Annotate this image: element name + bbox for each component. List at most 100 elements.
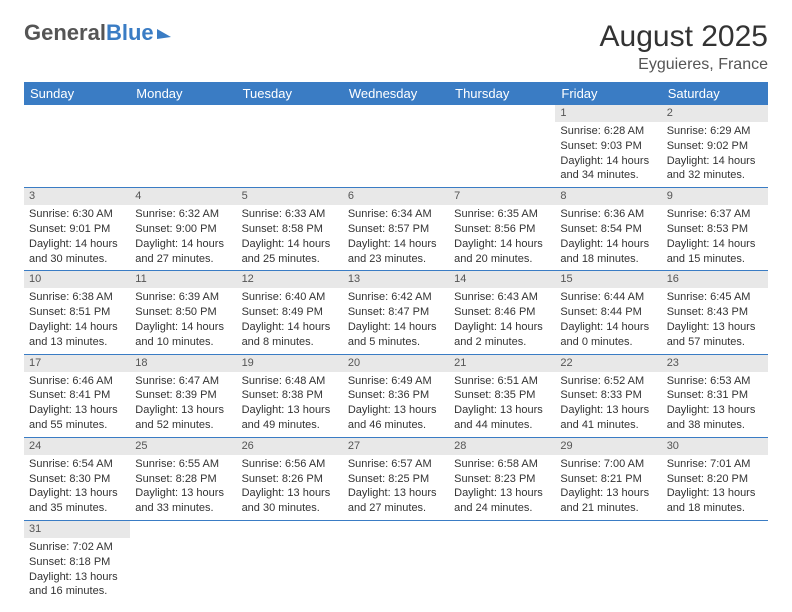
calendar-cell: 17Sunrise: 6:46 AMSunset: 8:41 PMDayligh… [24,354,130,437]
sunrise-text: Sunrise: 6:32 AM [135,207,231,222]
calendar-cell [343,105,449,188]
daylight-text: and 27 minutes. [348,501,444,516]
col-sunday: Sunday [24,82,130,105]
day-number: 2 [662,105,768,122]
calendar-week-row: 1Sunrise: 6:28 AMSunset: 9:03 PMDaylight… [24,105,768,188]
page-title: August 2025 [600,20,768,54]
day-number: 17 [24,355,130,372]
sunrise-text: Sunrise: 6:52 AM [560,374,656,389]
day-number: 21 [449,355,555,372]
sunrise-text: Sunrise: 6:54 AM [29,457,125,472]
day-number: 7 [449,188,555,205]
daylight-text: Daylight: 13 hours [29,486,125,501]
daylight-text: Daylight: 14 hours [348,320,444,335]
calendar-cell [130,105,236,188]
calendar-cell [555,521,661,604]
calendar-table: Sunday Monday Tuesday Wednesday Thursday… [24,82,768,603]
daylight-text: Daylight: 13 hours [667,320,763,335]
day-number: 19 [237,355,343,372]
sunset-text: Sunset: 8:21 PM [560,472,656,487]
day-number: 10 [24,271,130,288]
sunrise-text: Sunrise: 6:37 AM [667,207,763,222]
sunset-text: Sunset: 8:50 PM [135,305,231,320]
sunrise-text: Sunrise: 7:02 AM [29,540,125,555]
sunrise-text: Sunrise: 6:44 AM [560,290,656,305]
daylight-text: and 33 minutes. [135,501,231,516]
daylight-text: Daylight: 13 hours [29,403,125,418]
sunrise-text: Sunrise: 7:01 AM [667,457,763,472]
sunrise-text: Sunrise: 6:35 AM [454,207,550,222]
sunrise-text: Sunrise: 6:43 AM [454,290,550,305]
sunrise-text: Sunrise: 6:34 AM [348,207,444,222]
sunset-text: Sunset: 8:31 PM [667,388,763,403]
daylight-text: and 44 minutes. [454,418,550,433]
calendar-cell: 2Sunrise: 6:29 AMSunset: 9:02 PMDaylight… [662,105,768,188]
calendar-week-row: 3Sunrise: 6:30 AMSunset: 9:01 PMDaylight… [24,188,768,271]
sunset-text: Sunset: 8:28 PM [135,472,231,487]
day-number: 29 [555,438,661,455]
daylight-text: and 0 minutes. [560,335,656,350]
calendar-cell: 14 Sunrise: 6:43 AMSunset: 8:46 PMDayligh… [449,271,555,354]
calendar-cell: 12Sunrise: 6:40 AMSunset: 8:49 PMDayligh… [237,271,343,354]
daylight-text: Daylight: 13 hours [348,403,444,418]
sunset-text: Sunset: 8:54 PM [560,222,656,237]
sunrise-text: Sunrise: 7:00 AM [560,457,656,472]
col-friday: Friday [555,82,661,105]
sunrise-text: Sunrise: 6:48 AM [242,374,338,389]
sunset-text: Sunset: 8:53 PM [667,222,763,237]
sunrise-text: Sunrise: 6:51 AM [454,374,550,389]
sunset-text: Sunset: 8:30 PM [29,472,125,487]
day-number: 14 [449,271,555,288]
daylight-text: Daylight: 13 hours [454,403,550,418]
calendar-cell: 7Sunrise: 6:35 AMSunset: 8:56 PMDaylight… [449,188,555,271]
sunrise-text: Sunrise: 6:47 AM [135,374,231,389]
daylight-text: Daylight: 14 hours [560,320,656,335]
day-number: 27 [343,438,449,455]
calendar-week-row: 17Sunrise: 6:46 AMSunset: 8:41 PMDayligh… [24,354,768,437]
daylight-text: Daylight: 13 hours [348,486,444,501]
sunrise-text: Sunrise: 6:49 AM [348,374,444,389]
day-number: 5 [237,188,343,205]
calendar-cell: 28Sunrise: 6:58 AMSunset: 8:23 PMDayligh… [449,437,555,520]
sunrise-text: Sunrise: 6:30 AM [29,207,125,222]
calendar-cell: 15Sunrise: 6:44 AMSunset: 8:44 PMDayligh… [555,271,661,354]
daylight-text: Daylight: 14 hours [454,320,550,335]
calendar-cell: 25Sunrise: 6:55 AMSunset: 8:28 PMDayligh… [130,437,236,520]
sunset-text: Sunset: 8:49 PM [242,305,338,320]
calendar-cell: 9Sunrise: 6:37 AMSunset: 8:53 PMDaylight… [662,188,768,271]
daylight-text: Daylight: 14 hours [348,237,444,252]
calendar-cell: 26Sunrise: 6:56 AMSunset: 8:26 PMDayligh… [237,437,343,520]
sunset-text: Sunset: 8:35 PM [454,388,550,403]
daylight-text: and 41 minutes. [560,418,656,433]
day-number: 6 [343,188,449,205]
daylight-text: Daylight: 13 hours [667,403,763,418]
day-number: 1 [555,105,661,122]
sunset-text: Sunset: 8:36 PM [348,388,444,403]
calendar-cell [237,521,343,604]
calendar-cell: 30Sunrise: 7:01 AMSunset: 8:20 PMDayligh… [662,437,768,520]
calendar-cell: 16Sunrise: 6:45 AMSunset: 8:43 PMDayligh… [662,271,768,354]
calendar-cell: 3Sunrise: 6:30 AMSunset: 9:01 PMDaylight… [24,188,130,271]
day-number: 20 [343,355,449,372]
sunrise-text: Sunrise: 6:33 AM [242,207,338,222]
sunrise-text: Sunrise: 6:45 AM [667,290,763,305]
header: GeneralBlue August 2025 Eyguieres, Franc… [24,20,768,74]
day-number: 26 [237,438,343,455]
sunset-text: Sunset: 8:51 PM [29,305,125,320]
sunset-text: Sunset: 8:23 PM [454,472,550,487]
daylight-text: and 52 minutes. [135,418,231,433]
daylight-text: and 55 minutes. [29,418,125,433]
col-thursday: Thursday [449,82,555,105]
day-number: 31 [24,521,130,538]
sunset-text: Sunset: 9:03 PM [560,139,656,154]
sunrise-text: Sunrise: 6:46 AM [29,374,125,389]
logo-text2: Blue [106,20,154,46]
calendar-header-row: Sunday Monday Tuesday Wednesday Thursday… [24,82,768,105]
calendar-cell: 6Sunrise: 6:34 AMSunset: 8:57 PMDaylight… [343,188,449,271]
day-number: 16 [662,271,768,288]
sunset-text: Sunset: 8:38 PM [242,388,338,403]
logo: GeneralBlue [24,20,171,46]
col-wednesday: Wednesday [343,82,449,105]
sunset-text: Sunset: 8:46 PM [454,305,550,320]
sunset-text: Sunset: 9:01 PM [29,222,125,237]
